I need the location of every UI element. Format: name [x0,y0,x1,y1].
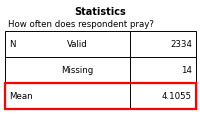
Text: Mean: Mean [9,92,32,101]
Text: 14: 14 [180,66,191,75]
Text: Statistics: Statistics [74,7,125,17]
Text: 2334: 2334 [169,40,191,49]
Text: 4.1055: 4.1055 [161,92,191,101]
Text: How often does respondent pray?: How often does respondent pray? [8,20,153,29]
Text: Missing: Missing [61,66,93,75]
Text: N: N [9,40,15,49]
Text: Valid: Valid [67,40,87,49]
